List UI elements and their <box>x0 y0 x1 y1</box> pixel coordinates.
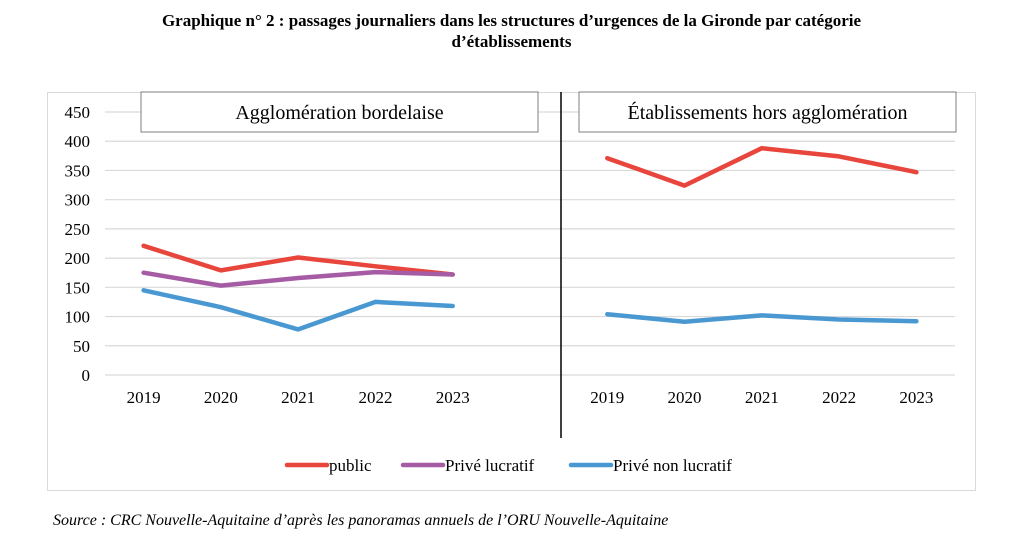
x-tick-label: 2020 <box>668 388 702 407</box>
x-tick-label: 2019 <box>590 388 624 407</box>
legend-label: public <box>329 456 372 475</box>
y-tick-label: 300 <box>65 191 91 210</box>
y-tick-label: 0 <box>82 366 91 385</box>
legend-label: Privé non lucratif <box>613 456 732 475</box>
y-tick-label: 250 <box>65 220 91 239</box>
chart-title: Graphique n° 2 : passages journaliers da… <box>0 10 1023 52</box>
x-tick-label: 2022 <box>358 388 392 407</box>
y-tick-label: 400 <box>65 132 91 151</box>
series-lines <box>141 145 919 332</box>
y-tick-label: 350 <box>65 161 91 180</box>
y-tick-label: 150 <box>65 278 91 297</box>
series-line-public <box>141 243 455 277</box>
panel-label-box <box>140 91 539 133</box>
panel-labels: Agglomération bordelaise Établissements h… <box>140 91 957 133</box>
series-line-privé-non-lucratif <box>141 288 455 332</box>
panel-label: Établissements hors agglomération <box>628 101 908 124</box>
x-tick-label: 2019 <box>127 388 161 407</box>
legend: public Privé lucratif Privé non lucratif <box>284 456 732 475</box>
panel-label: Agglomération bordelaise <box>235 102 443 124</box>
x-tick-label: 2021 <box>745 388 779 407</box>
legend-label: Privé lucratif <box>445 456 535 475</box>
x-tick-label: 2023 <box>899 388 933 407</box>
chart-title-line-2: d’établissements <box>451 32 572 51</box>
series-line-privé-lucratif <box>141 269 455 288</box>
chart-title-line-1: Graphique n° 2 : passages journaliers da… <box>161 11 862 30</box>
x-tick-label: 2022 <box>822 388 856 407</box>
y-tick-label: 450 <box>65 103 91 122</box>
y-tick-label: 50 <box>73 337 90 356</box>
y-tick-label: 200 <box>65 249 91 268</box>
series-line-public <box>605 145 919 188</box>
y-tick-label: 100 <box>65 308 91 327</box>
gridlines <box>105 111 955 376</box>
x-tick-label: 2020 <box>204 388 238 407</box>
y-axis-ticks: 0 50 100 150 200 250 300 350 400 450 <box>65 103 91 385</box>
x-axis-ticks: 2019 2020 2021 2022 2023 2019 2020 2021 2022 2023 <box>127 388 934 407</box>
x-tick-label: 2021 <box>281 388 315 407</box>
source-note: Source : CRC Nouvelle-Aquitaine d’après … <box>53 512 669 529</box>
x-tick-label: 2023 <box>436 388 470 407</box>
panel-label-box <box>578 91 957 133</box>
